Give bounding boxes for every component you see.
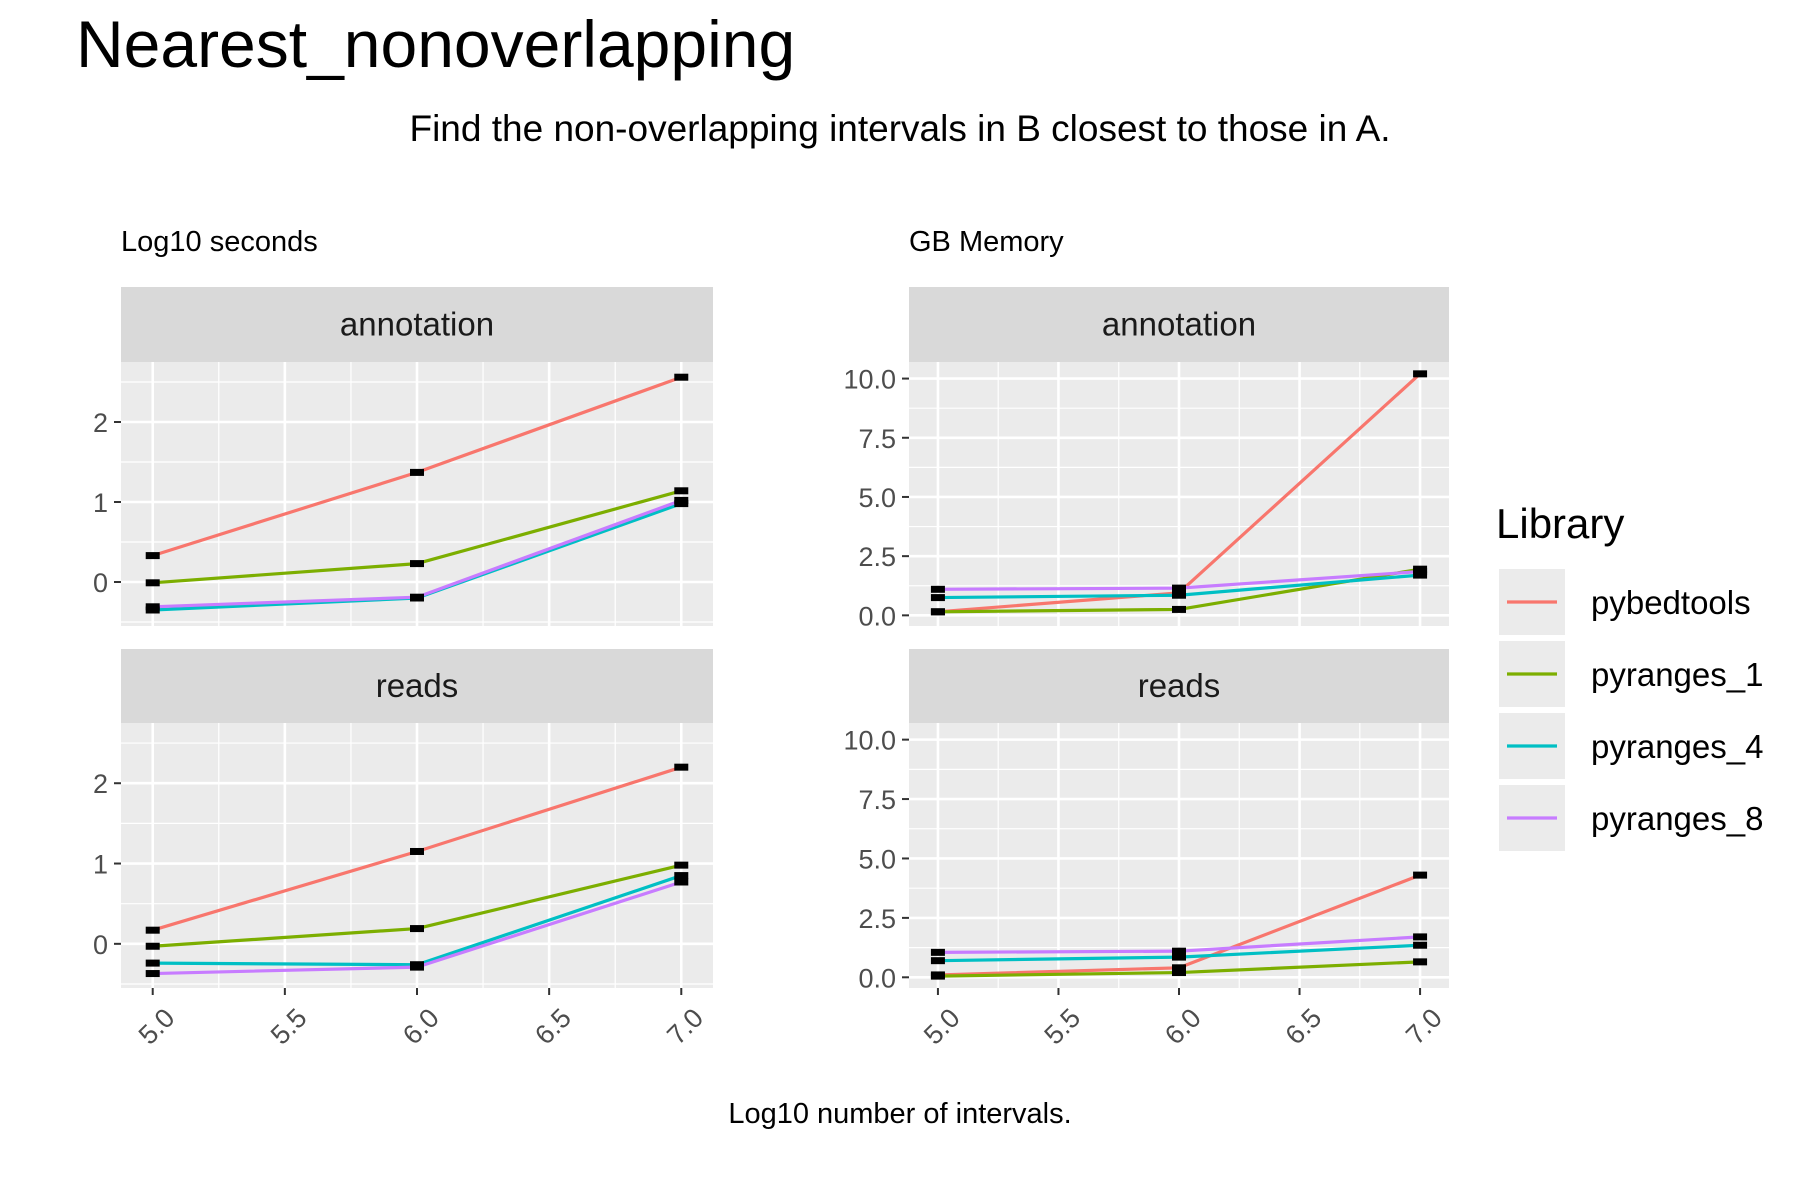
x-tick-label: 5.0	[918, 1003, 966, 1051]
x-tick-label: 5.0	[133, 1003, 181, 1051]
error-bar-pybedtools	[410, 847, 424, 855]
error-bar-pyranges_1	[1413, 958, 1428, 966]
error-bar-pyranges_8	[145, 603, 160, 611]
y-tick-label: 5.0	[858, 844, 896, 874]
error-bar-pyranges_1	[410, 560, 424, 568]
y-tick-label: 1	[93, 850, 108, 880]
error-bar-pyranges_1	[930, 608, 945, 616]
x-tick-label: 6.0	[1159, 1003, 1207, 1051]
legend-title: Library	[1496, 500, 1625, 547]
x-tick-label: 6.0	[397, 1003, 445, 1051]
error-bar-pybedtools	[410, 468, 424, 476]
legend: pybedtools pyranges_1 pyranges_4 pyranges_8	[1499, 569, 1763, 851]
error-bar-pybedtools	[145, 926, 160, 934]
error-bar-pyranges_4	[1172, 953, 1186, 961]
error-bar-pyranges_1	[674, 487, 689, 495]
error-bar-pybedtools	[1172, 964, 1186, 972]
error-bar-pyranges_4	[1413, 941, 1428, 949]
error-bar-pybedtools	[674, 373, 689, 381]
y-tick-label: 0	[93, 568, 108, 598]
error-bar-pyranges_1	[930, 972, 945, 980]
legend-label-pybedtools: pybedtools	[1591, 584, 1751, 621]
error-bar-pybedtools	[674, 763, 689, 771]
x-tick-label: 7.0	[661, 1003, 709, 1051]
facet-1-0: annotation 0.0 2.5 5.0 7.5 10.0	[843, 287, 1449, 631]
error-bar-pyranges_8	[930, 585, 945, 593]
facet-strip-label: annotation	[1102, 306, 1256, 343]
error-bar-pyranges_4	[1172, 591, 1186, 599]
y-tick-label: 0	[93, 930, 108, 960]
x-tick-label: 7.0	[1400, 1003, 1448, 1051]
error-bar-pyranges_8	[674, 496, 689, 504]
x-tick-label: 6.5	[529, 1003, 577, 1051]
error-bar-pyranges_8	[145, 970, 160, 978]
x-tick-label: 5.5	[265, 1003, 313, 1051]
error-bar-pyranges_1	[1172, 605, 1186, 613]
legend-label-pyranges_8: pyranges_8	[1591, 800, 1763, 837]
error-bar-pybedtools	[1413, 871, 1428, 879]
facet-strip	[909, 287, 1449, 362]
y-tick-label: 0.0	[858, 601, 896, 631]
error-bar-pyranges_8	[1172, 584, 1186, 592]
error-bar-pyranges_4	[145, 959, 160, 967]
facet-0-1: reads 0 1 2 5.0 5.5 6.0 6.5 7.0	[93, 649, 713, 1050]
legend-label-pyranges_4: pyranges_4	[1591, 728, 1763, 765]
facet-strip	[121, 649, 713, 723]
error-bar-pyranges_1	[145, 942, 160, 950]
x-tick-label: 6.5	[1280, 1003, 1328, 1051]
x-axis-caption: Log10 number of intervals.	[728, 1098, 1072, 1130]
facet-1-1: reads 0.0 2.5 5.0 7.5 10.0 5.0 5.5 6.0 6.5 7.0	[843, 649, 1449, 1050]
error-bar-pyranges_8	[410, 963, 424, 971]
y-tick-label: 2.5	[858, 904, 896, 934]
facet-strip-label: reads	[376, 667, 459, 704]
y-tick-label: 7.5	[858, 424, 896, 454]
y-tick-label: 1	[93, 488, 108, 518]
error-bar-pyranges_8	[674, 878, 689, 886]
y-tick-label: 10.0	[843, 365, 896, 395]
error-bar-pyranges_1	[410, 925, 424, 933]
y-tick-label: 7.5	[858, 785, 896, 815]
chart-title: Nearest_nonoverlapping	[76, 7, 796, 81]
error-bar-pyranges_8	[930, 948, 945, 956]
error-bar-pyranges_4	[930, 594, 945, 602]
facet-strip-label: annotation	[340, 306, 494, 343]
error-bar-pyranges_8	[1172, 947, 1186, 955]
chart-subtitle: Find the non-overlapping intervals in B …	[409, 108, 1391, 149]
y-tick-label: 10.0	[843, 726, 896, 756]
error-bar-pyranges_8	[410, 593, 424, 601]
facet-strip	[121, 287, 713, 362]
error-bar-pyranges_1	[145, 579, 160, 587]
error-bar-pyranges_4	[930, 957, 945, 965]
error-bar-pyranges_8	[1413, 568, 1428, 576]
legend-label-pyranges_1: pyranges_1	[1591, 656, 1763, 693]
x-tick-label: 5.5	[1039, 1003, 1087, 1051]
y-tick-label: 2.5	[858, 542, 896, 572]
facet-0-0: annotation 0 1 2	[93, 287, 713, 626]
y-tick-label: 5.0	[858, 483, 896, 513]
error-bar-pyranges_4	[674, 872, 689, 880]
error-bar-pybedtools	[1413, 370, 1428, 378]
error-bar-pyranges_8	[1413, 933, 1428, 941]
facet-strip-label: reads	[1138, 667, 1221, 704]
facet-strip	[909, 649, 1449, 723]
y-tick-label: 2	[93, 769, 108, 799]
y-tick-label: 0.0	[858, 963, 896, 993]
error-bar-pyranges_4	[1413, 571, 1428, 579]
right-panel-title: GB Memory	[909, 226, 1064, 258]
error-bar-pyranges_1	[674, 861, 689, 869]
y-tick-label: 2	[93, 408, 108, 438]
error-bar-pybedtools	[145, 552, 160, 560]
left-panel-title: Log10 seconds	[121, 226, 318, 258]
error-bar-pyranges_1	[1172, 969, 1186, 977]
